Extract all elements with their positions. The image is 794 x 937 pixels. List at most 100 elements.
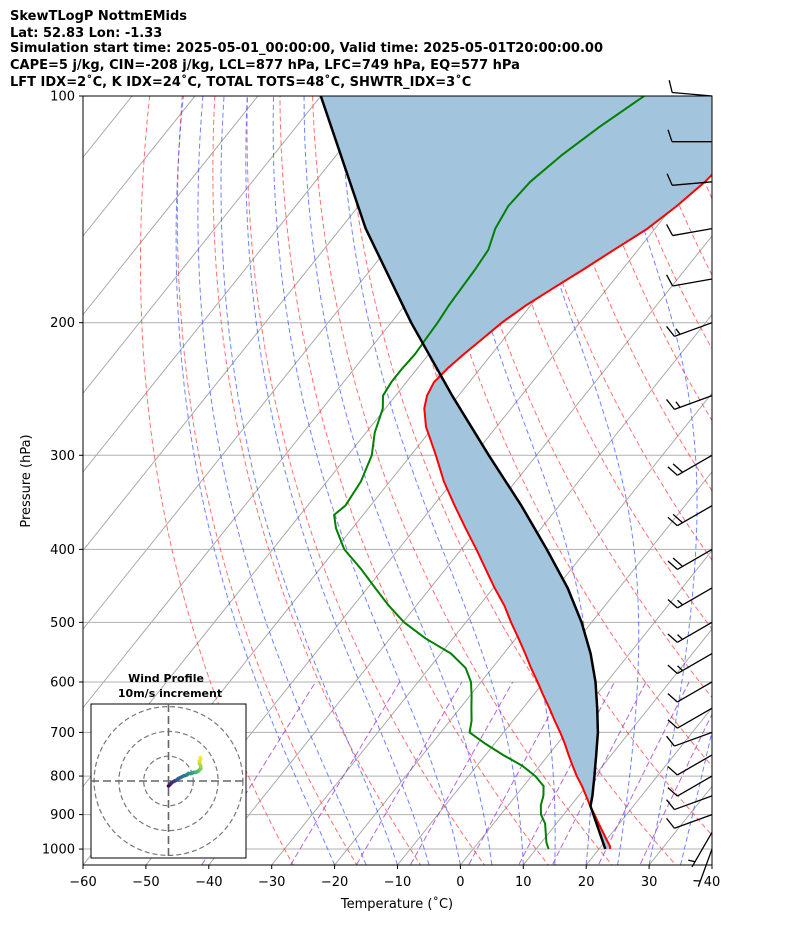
chart-title-line-5: LFT IDX=2˚C, K IDX=24˚C, TOTAL TOTS=48˚C… (10, 75, 472, 90)
dry-adiabat (507, 96, 712, 561)
y-axis-label: Pressure (hPa) (19, 434, 34, 527)
wind-barb (666, 224, 713, 237)
temperature-profile (423, 173, 712, 850)
y-tick-label: 800 (50, 770, 75, 785)
x-tick-label: 30 (641, 875, 658, 890)
dry-adiabat (246, 96, 486, 865)
isotherm (0, 96, 6, 865)
mixing-ratio-line (597, 681, 690, 865)
wind-barb (667, 775, 713, 797)
x-tick-label: −40 (195, 875, 222, 890)
wind-barb (667, 548, 713, 570)
mixing-ratio-line (409, 681, 514, 865)
x-axis-ticks: −60 −50 −40 −30 −20 −10 0 10 20 30 40 (69, 865, 720, 890)
x-tick-label: 10 (515, 875, 532, 890)
mixing-ratio-line (518, 681, 615, 865)
moist-adiabat (220, 96, 398, 865)
x-axis-label: Temperature (˚C) (340, 896, 453, 912)
dry-adiabat (312, 96, 613, 865)
isotherm (585, 706, 712, 865)
dry-adiabat (409, 96, 712, 767)
y-tick-label: 300 (50, 449, 75, 464)
dewpoint-profile (333, 96, 645, 850)
x-tick-label: −30 (258, 875, 285, 890)
dry-adiabat (762, 79, 794, 880)
moist-adiabat (175, 96, 336, 865)
hodograph-subtitle: 10m/s increment (118, 687, 222, 700)
dry-adiabat (212, 96, 422, 865)
moist-adiabat (245, 96, 430, 865)
isotherm (83, 96, 259, 316)
wind-barb (666, 173, 713, 186)
wind-barb (666, 731, 713, 747)
y-tick-label: 500 (50, 616, 75, 631)
wind-barb (666, 813, 713, 829)
x-tick-label: 0 (456, 875, 464, 890)
moist-adiabat (272, 96, 461, 865)
moist-adiabat (680, 729, 712, 865)
dry-adiabat (176, 96, 358, 865)
x-tick-label: −60 (69, 875, 96, 890)
y-axis-ticks: 1000 900 800 700 600 500 400 300 200 100 (42, 90, 83, 858)
isotherm (83, 96, 447, 552)
dry-adiabat (730, 79, 794, 880)
isotherm (711, 864, 712, 865)
wind-barb (667, 754, 713, 776)
cape-shading (320, 96, 712, 849)
mixing-ratio-line (355, 681, 463, 865)
moist-adiabat (711, 863, 712, 865)
y-tick-label: 700 (50, 726, 75, 741)
chart-title-line-3: Simulation start time: 2025-05-01_00:00:… (10, 41, 603, 56)
moist-adiabat (339, 96, 524, 865)
y-tick-label: 600 (50, 675, 75, 690)
dry-adiabat (442, 96, 712, 699)
wind-barb (666, 274, 713, 287)
isotherm (334, 392, 712, 865)
hodograph-plot (91, 704, 246, 858)
isotherm (775, 96, 794, 865)
y-tick-label: 1000 (42, 843, 75, 858)
wind-barb (666, 322, 713, 337)
mixing-ratio-line (639, 713, 712, 865)
wind-barbs (666, 80, 713, 887)
y-tick-label: 900 (50, 808, 75, 823)
wind-barb (688, 831, 713, 868)
wind-barb (668, 80, 713, 97)
isotherm (83, 96, 385, 473)
dry-adiabat (140, 96, 294, 865)
wind-barb (666, 795, 713, 811)
wind-barb (666, 395, 713, 410)
isotherm (522, 628, 712, 865)
dry-adiabat (279, 96, 549, 865)
y-tick-label: 100 (50, 90, 75, 105)
sounding-profiles (319, 96, 712, 850)
isotherm (0, 96, 69, 865)
chart-title-line-4: CAPE=5 j/kg, CIN=-208 j/kg, LCL=877 hPa,… (10, 58, 520, 73)
x-tick-label: −50 (132, 875, 159, 890)
moist-adiabat (509, 96, 640, 865)
x-tick-label: 40 (704, 875, 721, 890)
chart-title-line-2: Lat: 52.83 Lon: -1.33 (10, 26, 163, 41)
mixing-ratio-line (290, 681, 401, 865)
wind-barb (667, 621, 713, 643)
isotherm (83, 96, 196, 237)
wind-barb (667, 454, 713, 476)
mixing-ratio-line (467, 681, 568, 865)
isotherm (271, 313, 712, 865)
hodograph-inset: Wind Profile 10m/s increment (90, 672, 247, 859)
chart-title-line-1: SkewTLogP NottmEMids (10, 9, 188, 24)
wind-barb (667, 505, 713, 527)
cape-cin-fill (320, 96, 712, 849)
parcel-profile (319, 96, 607, 850)
wind-barb (667, 129, 712, 143)
x-tick-label: −10 (384, 875, 411, 890)
wind-barb (667, 707, 713, 729)
wind-barb (667, 652, 713, 675)
wind-barb (693, 848, 713, 887)
dry-adiabat (474, 96, 712, 630)
x-tick-label: −20 (321, 875, 348, 890)
moist-adiabat (197, 96, 367, 865)
x-tick-label: 20 (578, 875, 595, 890)
wind-barb (667, 681, 713, 703)
